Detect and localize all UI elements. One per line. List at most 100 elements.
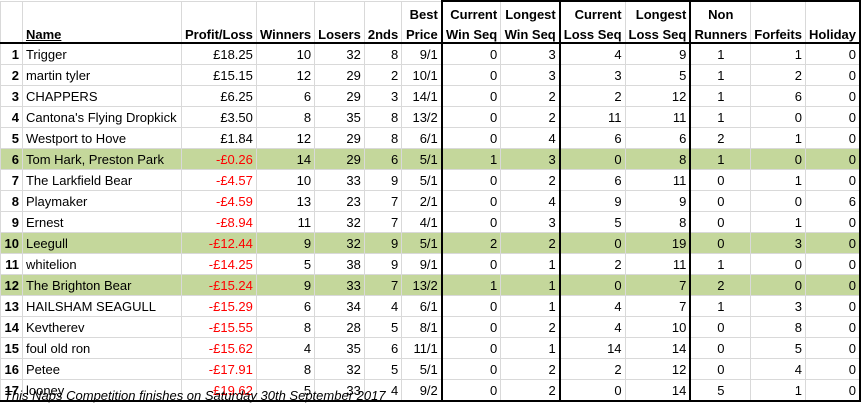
winners-cell: 8 (255, 358, 316, 380)
winners-cell: 12 (255, 127, 316, 149)
best-price-cell: 9/1 (401, 42, 443, 65)
winners-cell: 5 (255, 379, 316, 402)
header-longest-loss-top: Longest (624, 0, 692, 22)
player-name-cell: The Larkfield Bear (21, 169, 182, 191)
forfeits-cell: 5 (750, 337, 806, 359)
current-loss-seq-cell: 2 (559, 85, 626, 107)
longest-loss-seq-cell: 7 (624, 295, 692, 317)
forfeits-cell: 1 (750, 379, 806, 402)
current-win-seq-cell: 0 (440, 337, 502, 359)
header-cell (314, 0, 365, 22)
holiday-cell: 0 (804, 148, 861, 170)
winners-cell: 10 (255, 169, 316, 191)
seconds-cell: 3 (363, 85, 403, 107)
header-current-loss-top: Current (559, 0, 626, 22)
best-price-cell: 5/1 (401, 232, 443, 254)
table-row: 16 Petee -£17.91 8 32 5 5/1 0 2 2 12 0 4 0 (0, 358, 861, 380)
longest-loss-seq-cell: 9 (624, 190, 692, 212)
seconds-cell: 6 (363, 148, 403, 170)
best-price-cell: 5/1 (401, 358, 443, 380)
longest-loss-seq-cell: 11 (624, 253, 692, 275)
losers-cell: 28 (314, 316, 365, 338)
seconds-cell: 7 (363, 274, 403, 296)
current-win-seq-cell: 0 (440, 169, 502, 191)
longest-win-seq-cell: 2 (500, 358, 561, 380)
losers-cell: 34 (314, 295, 365, 317)
holiday-cell: 0 (804, 337, 861, 359)
non-runners-cell: 0 (689, 232, 752, 254)
table-row: 13 HAILSHAM SEAGULL -£15.29 6 34 4 6/1 0 1 4 7 1 3 0 (0, 295, 861, 317)
seconds-cell: 2 (363, 64, 403, 86)
winners-cell: 4 (255, 337, 316, 359)
current-loss-seq-cell: 0 (559, 379, 626, 402)
losers-cell: 33 (314, 169, 365, 191)
longest-loss-seq-cell: 5 (624, 64, 692, 86)
holiday-cell: 0 (804, 316, 861, 338)
longest-win-seq-cell: 3 (500, 148, 561, 170)
current-loss-seq-cell: 6 (559, 169, 626, 191)
table-row: 14 Kevtherev -£15.55 8 28 5 8/1 0 2 4 10 0 8 0 (0, 316, 861, 338)
longest-loss-seq-cell: 14 (624, 379, 692, 402)
header-forfeits: Forfeits (750, 22, 806, 44)
header-rank (0, 22, 23, 44)
header-best-price-top: Best (401, 0, 443, 22)
longest-win-seq-cell: 2 (500, 379, 561, 402)
longest-win-seq-cell: 1 (500, 295, 561, 317)
holiday-cell: 0 (804, 106, 861, 128)
header-seconds: 2nds (363, 22, 403, 44)
longest-loss-seq-cell: 8 (624, 211, 692, 233)
non-runners-cell: 1 (689, 106, 752, 128)
table-row: 6 Tom Hark, Preston Park -£0.26 14 29 6 5/1 1 3 0… (0, 148, 861, 170)
seconds-cell: 9 (363, 253, 403, 275)
forfeits-cell: 4 (750, 358, 806, 380)
table-row: 2 martin tyler £15.15 12 29 2 10/1 0 3 3 5 1 2 0 (0, 64, 861, 86)
current-loss-seq-cell: 0 (559, 148, 626, 170)
losers-cell: 33 (314, 274, 365, 296)
best-price-cell: 5/1 (401, 148, 443, 170)
longest-win-seq-cell: 2 (500, 106, 561, 128)
current-win-seq-cell: 0 (440, 358, 502, 380)
longest-win-seq-cell: 2 (500, 85, 561, 107)
forfeits-cell: 8 (750, 316, 806, 338)
player-name-cell: Kevtherev (21, 316, 182, 338)
non-runners-cell: 1 (689, 253, 752, 275)
current-win-seq-cell: 0 (440, 253, 502, 275)
seconds-cell: 9 (363, 232, 403, 254)
forfeits-cell: 3 (750, 232, 806, 254)
rank-cell: 12 (0, 274, 23, 296)
footer-note: This Naps Competition finishes on Saturd… (4, 388, 386, 403)
current-loss-seq-cell: 9 (559, 190, 626, 212)
losers-cell: 29 (314, 148, 365, 170)
holiday-cell: 0 (804, 379, 861, 402)
table-row: 12 The Brighton Bear -£15.24 9 33 7 13/2 1 1 0 7 2 0… (0, 274, 861, 296)
forfeits-cell: 0 (750, 106, 806, 128)
current-loss-seq-cell: 4 (559, 42, 626, 65)
losers-cell: 38 (314, 253, 365, 275)
table-row: 11 whitelion -£14.25 5 38 9 9/1 0 1 2 11 1 0 0 (0, 253, 861, 275)
profit-loss-cell: £6.25 (180, 85, 257, 107)
current-loss-seq-cell: 14 (559, 337, 626, 359)
current-win-seq-cell: 0 (440, 211, 502, 233)
winners-cell: 8 (255, 106, 316, 128)
non-runners-cell: 0 (689, 190, 752, 212)
header-current-win-top: Current (440, 0, 502, 22)
profit-loss-cell: -£4.59 (180, 190, 257, 212)
winners-cell: 11 (255, 211, 316, 233)
header-winners: Winners (255, 22, 316, 44)
profit-loss-cell: -£8.94 (180, 211, 257, 233)
current-win-seq-cell: 0 (440, 64, 502, 86)
current-win-seq-cell: 1 (440, 148, 502, 170)
longest-loss-seq-cell: 10 (624, 316, 692, 338)
header-cell (0, 0, 23, 22)
forfeits-cell: 0 (750, 253, 806, 275)
current-loss-seq-cell: 2 (559, 253, 626, 275)
forfeits-cell: 1 (750, 42, 806, 65)
player-name-cell: foul old ron (21, 337, 182, 359)
current-win-seq-cell: 2 (440, 232, 502, 254)
header-cell (21, 0, 182, 22)
winners-cell: 10 (255, 42, 316, 65)
header-current-win-seq: Win Seq (440, 22, 502, 44)
longest-win-seq-cell: 1 (500, 253, 561, 275)
non-runners-cell: 1 (689, 148, 752, 170)
